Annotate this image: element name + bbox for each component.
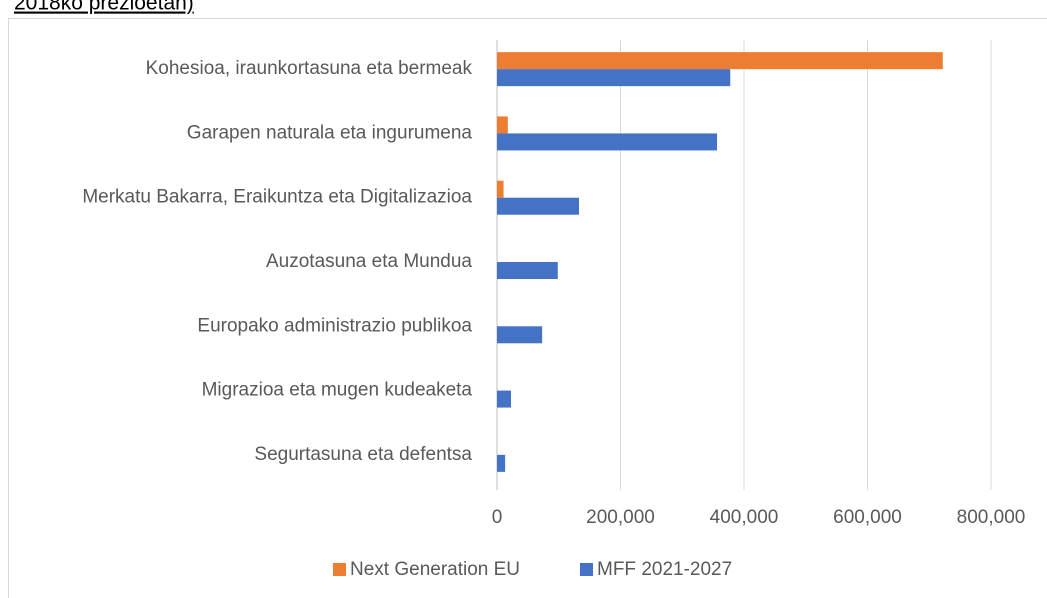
y-tick-label: Migrazioa eta mugen kudeaketa	[202, 380, 473, 401]
legend-label: MFF 2021-2027	[597, 559, 732, 580]
y-tick-label: Kohesioa, iraunkortasuna eta bermeak	[146, 58, 473, 79]
bar	[497, 326, 543, 344]
bar	[497, 180, 504, 198]
y-tick-label: Merkatu Bakarra, Eraikuntza eta Digitali…	[82, 187, 472, 208]
legend-swatch	[580, 563, 593, 576]
bar	[497, 262, 558, 279]
x-tick-label: 0	[492, 507, 503, 528]
y-tick-label: Segurtasuna eta defentsa	[254, 444, 472, 465]
chart-frame	[8, 18, 1047, 598]
bar	[497, 133, 718, 151]
caption: 2018ko prezioetan)	[14, 0, 194, 15]
bar	[497, 52, 943, 70]
y-tick-label: Garapen naturala eta ingurumena	[187, 122, 473, 143]
y-tick-label: Europako administrazio publikoa	[197, 315, 472, 336]
bar	[497, 390, 511, 408]
x-tick-label: 800,000	[957, 507, 1026, 528]
x-tick-label: 200,000	[586, 507, 655, 528]
bar	[497, 116, 508, 134]
x-tick-label: 400,000	[710, 507, 779, 528]
legend-swatch	[333, 563, 346, 576]
x-tick-label: 600,000	[833, 507, 902, 528]
legend-label: Next Generation EU	[350, 559, 520, 580]
bar	[497, 69, 731, 87]
bar	[497, 197, 579, 215]
y-tick-label: Auzotasuna eta Mundua	[266, 251, 472, 272]
bar	[497, 454, 506, 472]
